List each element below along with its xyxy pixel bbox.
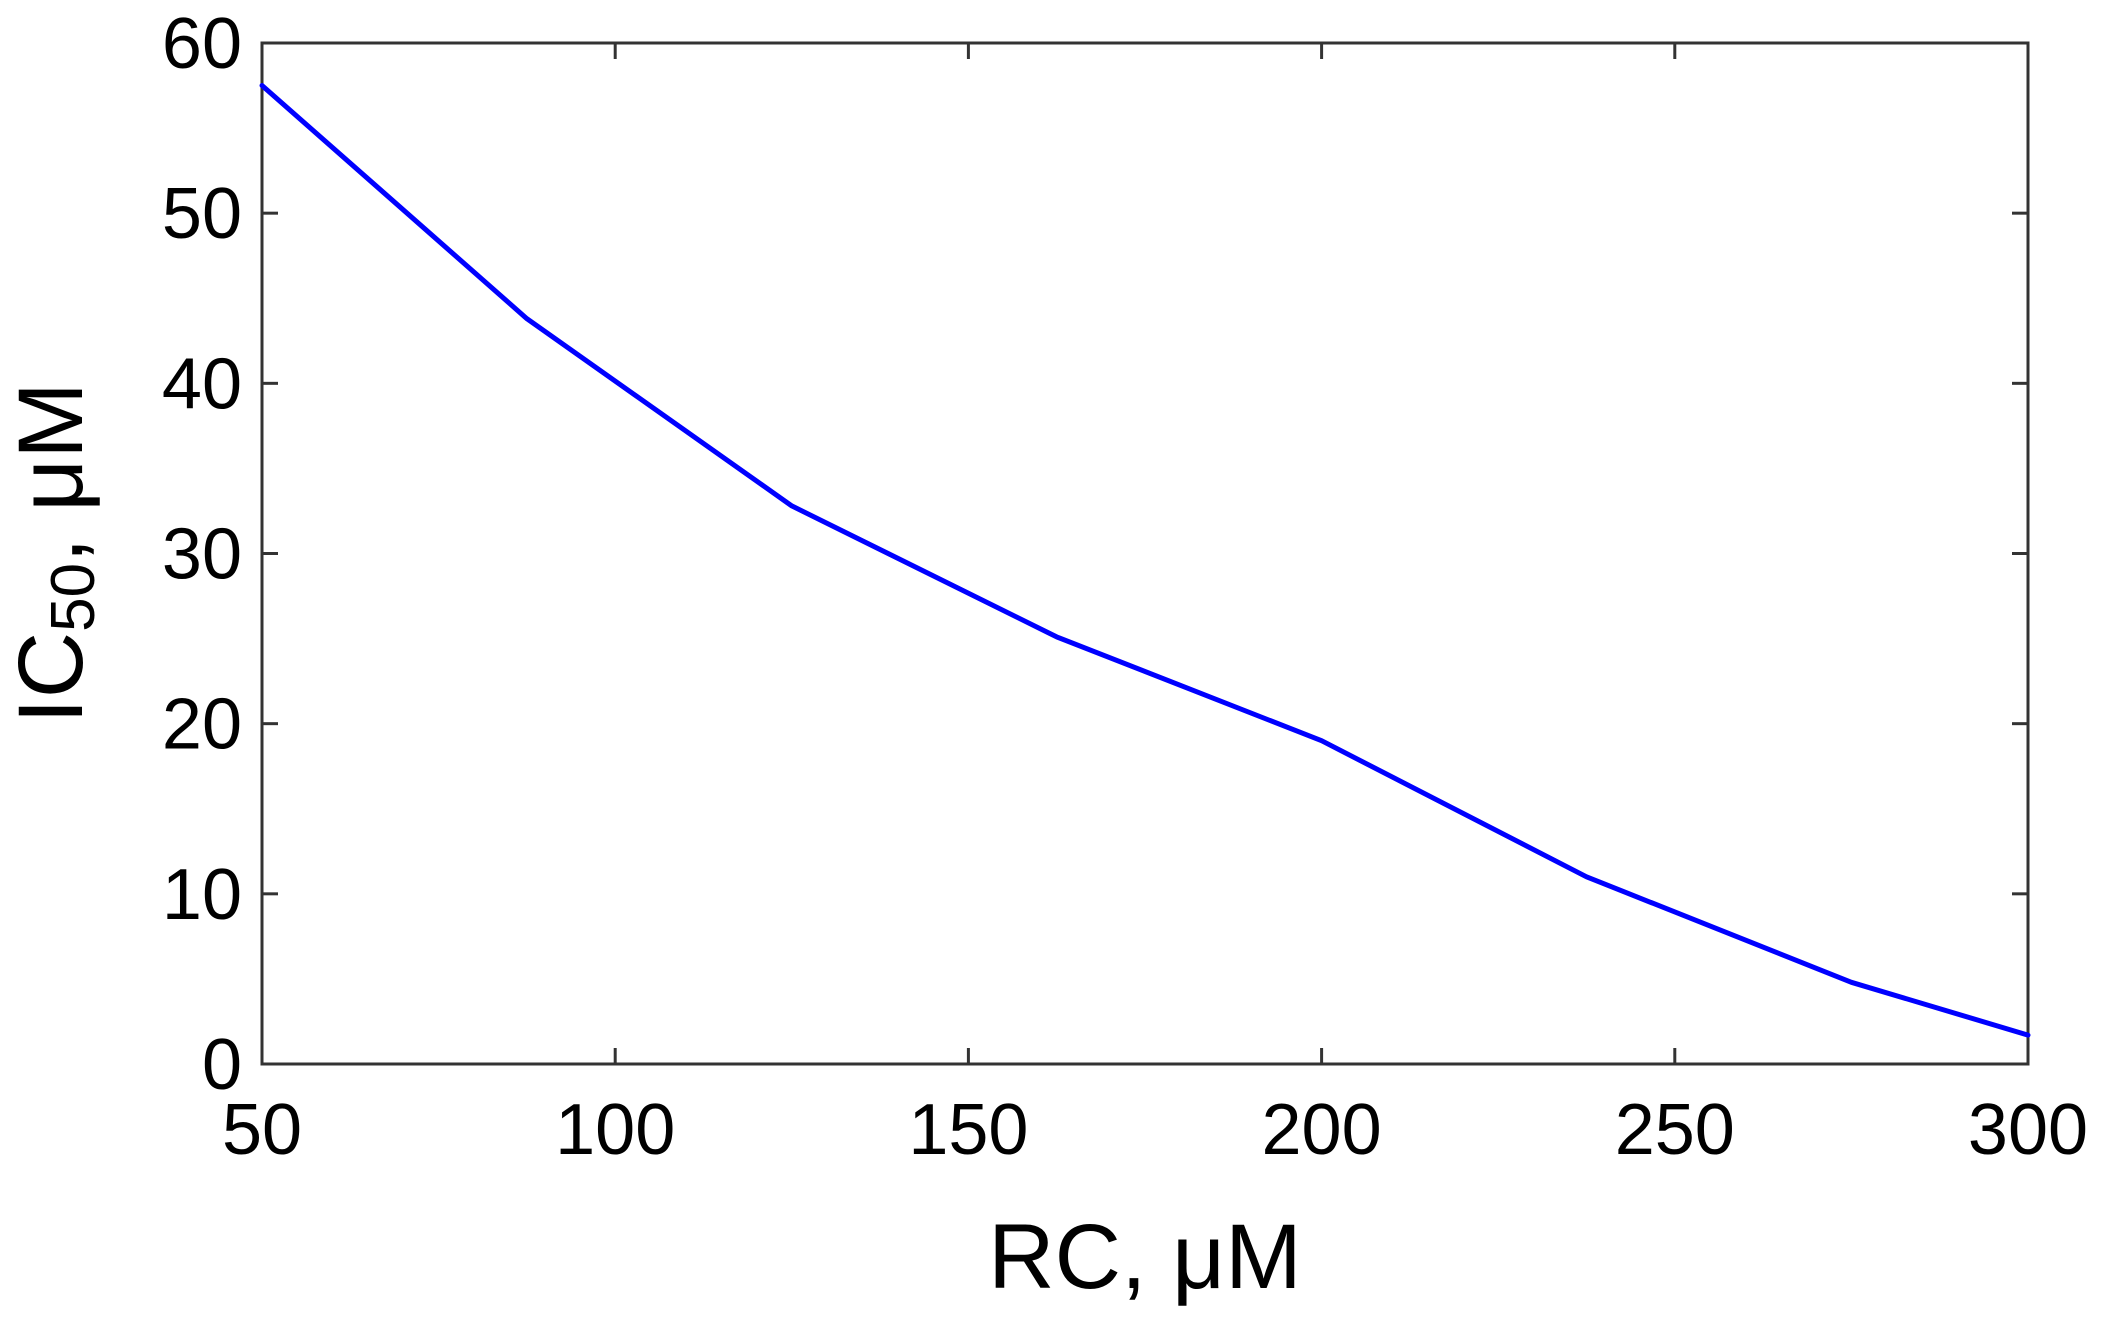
y-axis-title-main: IC [0, 632, 102, 724]
y-axis-title: IC50, μM [0, 382, 108, 724]
x-axis-title-main: RC, [988, 1206, 1172, 1308]
series-points [261, 85, 2029, 1036]
x-tick-label: 250 [1615, 1090, 1735, 1170]
axis-ticks [260, 41, 2030, 1066]
y-tick-label: 10 [162, 855, 242, 935]
x-tick-label: 200 [1262, 1090, 1382, 1170]
x-axis-title: RC, μM [988, 1206, 1302, 1308]
plot-area-frame [260, 41, 2030, 1066]
y-tick-label: 40 [162, 344, 242, 424]
y-axis-title-subscript: 50 [39, 563, 108, 632]
ic50-series-line [259, 83, 2031, 1038]
x-axis-title-unit: μM [1172, 1206, 1302, 1308]
y-tick-label: 30 [162, 515, 242, 595]
y-tick-label: 20 [162, 685, 242, 765]
y-tick-label: 60 [162, 4, 242, 84]
y-tick-label: 50 [162, 174, 242, 254]
x-tick-label: 100 [555, 1090, 675, 1170]
x-tick-label: 50 [222, 1090, 302, 1170]
y-axis-title-rest: , μM [0, 382, 102, 563]
y-tick-label: 0 [202, 1025, 242, 1105]
x-tick-label: 300 [1968, 1090, 2088, 1170]
x-tick-label: 150 [908, 1090, 1028, 1170]
axis-tick-labels: 50 100 150 200 250 300 0 10 20 30 40 50 60 [162, 4, 2088, 1170]
